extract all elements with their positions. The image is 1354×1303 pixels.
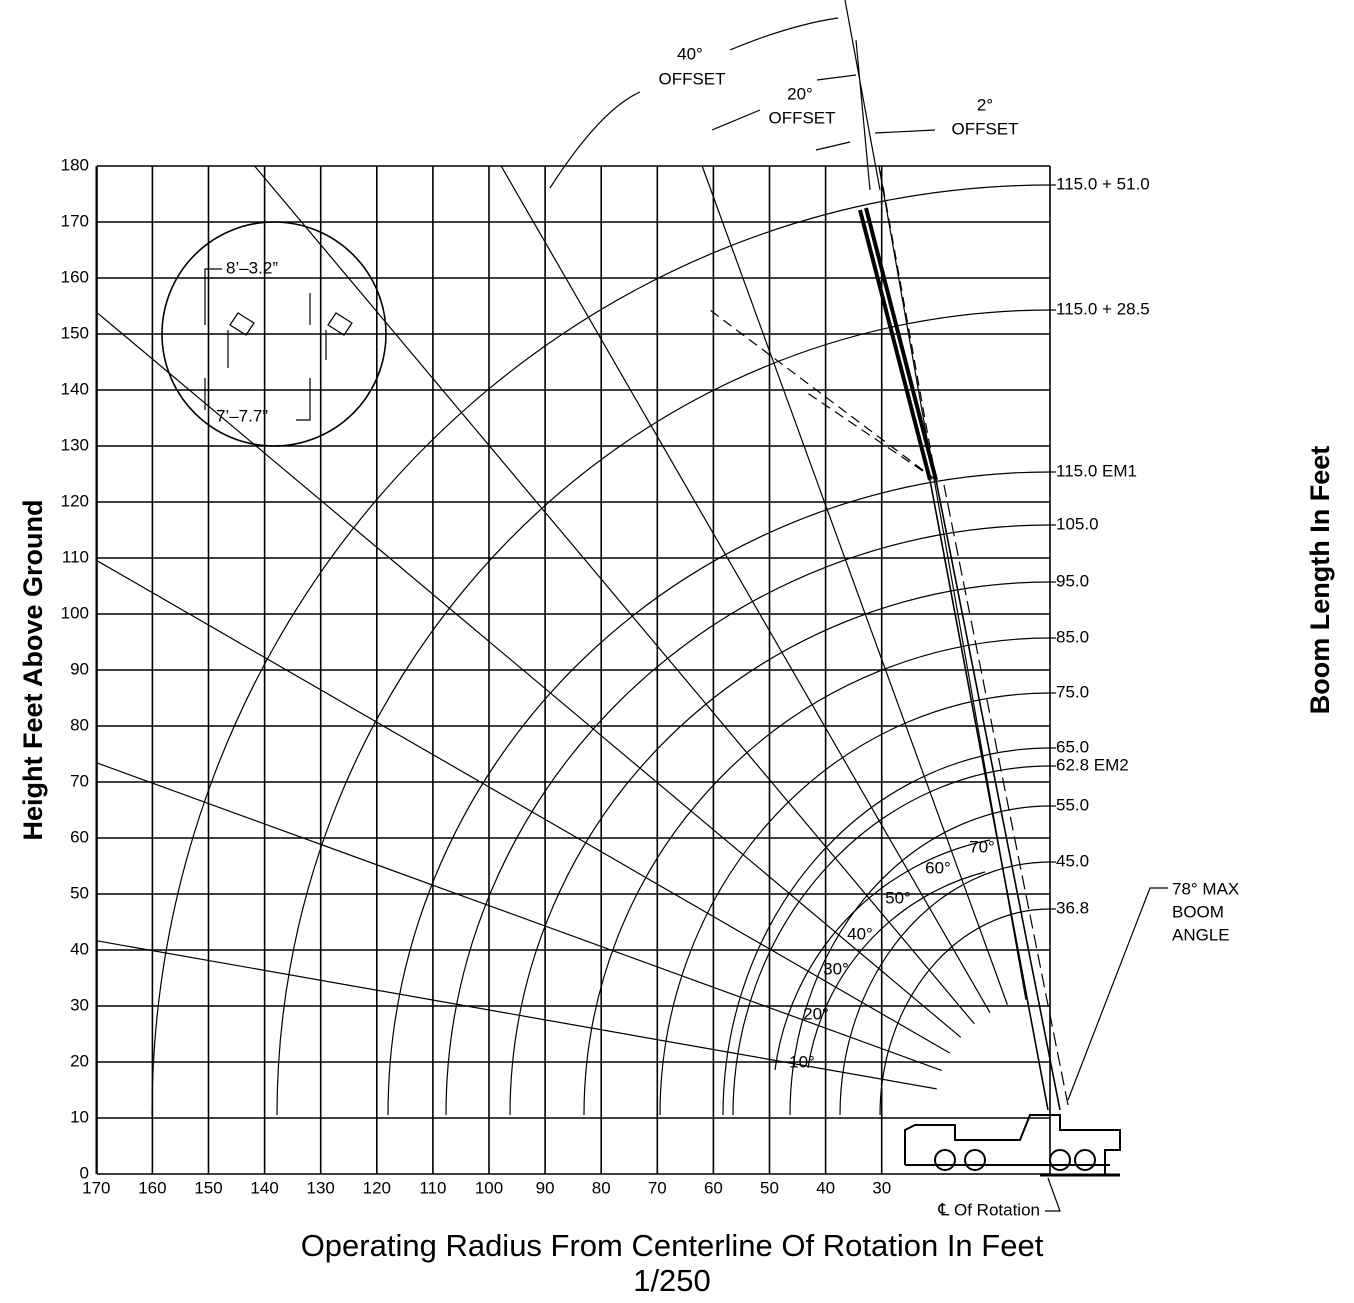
y-tick-label: 150 <box>61 323 89 342</box>
x-tick-label: 130 <box>307 1178 335 1197</box>
inset-drawing <box>204 268 353 421</box>
offset-arcs <box>549 0 936 191</box>
x-tick-label: 150 <box>194 1178 222 1197</box>
inset-top: 8’–3.2” <box>226 258 278 277</box>
boom-angle-label: 60° <box>925 858 951 877</box>
jib <box>858 207 938 481</box>
leader <box>1045 1177 1061 1212</box>
rotation-label: ℄ Of Rotation <box>937 1200 1040 1219</box>
boom-length-label: 105.0 <box>1056 514 1099 533</box>
x-tick-label: 40 <box>816 1178 835 1197</box>
y-tick-label: 110 <box>62 547 89 566</box>
x-tick-label: 60 <box>704 1178 723 1197</box>
y-tick-label: 180 <box>61 155 89 174</box>
y-tick-label: 120 <box>61 491 89 510</box>
y-tick-label: 130 <box>61 435 89 454</box>
x-tick-label: 140 <box>250 1178 278 1197</box>
y-tick-label: 30 <box>70 995 89 1014</box>
y-title: Height Feet Above Ground <box>18 499 48 840</box>
angle-line <box>701 165 1008 1005</box>
x-tick-label: 110 <box>419 1178 446 1197</box>
y-tick-label: 10 <box>70 1107 89 1126</box>
max-angle: 78° MAX <box>1172 879 1239 898</box>
boom-arc <box>387 471 1051 1116</box>
x-tick-label: 100 <box>475 1178 503 1197</box>
angle-line <box>96 940 937 1090</box>
x-tick-label: 120 <box>363 1178 391 1197</box>
boom-length-label: 85.0 <box>1056 627 1089 646</box>
y-tick-label: 140 <box>61 379 89 398</box>
inset-bottom: 7’–7.7” <box>216 406 268 425</box>
y-tick-label: 20 <box>70 1051 89 1070</box>
y-tick-label: 100 <box>61 603 89 622</box>
leader <box>1067 887 1168 1101</box>
angle-line <box>500 165 991 1014</box>
boom-length-label: 95.0 <box>1056 571 1089 590</box>
offset-jibs <box>709 169 937 481</box>
y-tick-label: 90 <box>70 659 89 678</box>
y-tick-label: 170 <box>61 211 89 230</box>
boom-length-label: 115.0 + 51.0 <box>1056 174 1150 193</box>
boom-arc <box>722 747 1051 1116</box>
offset-label: OFFSET <box>768 108 835 127</box>
boom-arc <box>509 581 1051 1116</box>
x-tick-label: 70 <box>648 1178 667 1197</box>
y-tick-label: 70 <box>70 771 89 790</box>
x-title: Operating Radius From Centerline Of Rota… <box>301 1228 1044 1263</box>
boom-arc <box>151 184 1051 1116</box>
angle-line <box>96 762 942 1071</box>
boom-length-label: 45.0 <box>1056 851 1089 870</box>
boom-length-label: 55.0 <box>1056 795 1089 814</box>
boom-length-label: 75.0 <box>1056 682 1089 701</box>
boom-length-label: 65.0 <box>1056 737 1089 756</box>
y-tick-label: 80 <box>70 715 89 734</box>
y-tick-label: 160 <box>61 267 89 286</box>
offset-label: OFFSET <box>951 119 1018 138</box>
y-tick-label: 60 <box>70 827 89 846</box>
boom-78 <box>943 484 1069 1106</box>
offset-angle: 20° <box>787 84 813 103</box>
scale: 1/250 <box>633 1263 711 1298</box>
boom-arc <box>879 908 1051 1116</box>
offset-angle: 2° <box>977 95 993 114</box>
y-tick-label: 50 <box>70 883 89 902</box>
boom-arc <box>659 692 1051 1116</box>
boom-angle-label: 30° <box>823 959 849 978</box>
angle-ring <box>774 839 991 1071</box>
offset-angle: 40° <box>677 44 703 63</box>
boom-length-label: 62.8 EM2 <box>1056 755 1129 774</box>
max-angle: BOOM <box>1172 902 1224 921</box>
boom-angle-label: 40° <box>847 924 873 943</box>
boom-angle-label: 20° <box>803 1004 829 1023</box>
max-angle: ANGLE <box>1172 925 1230 944</box>
crane-carrier <box>904 1114 1121 1177</box>
boom-length-label: 115.0 + 28.5 <box>1056 299 1150 318</box>
angle-line <box>96 312 962 1038</box>
boom-arc <box>445 524 1051 1116</box>
boom-angle-label: 50° <box>885 888 911 907</box>
angle-line <box>96 560 951 1054</box>
x-tick-label: 80 <box>592 1178 611 1197</box>
x-tick-label: 90 <box>536 1178 555 1197</box>
boom-length-label: 115.0 EM1 <box>1056 461 1137 480</box>
boom-length-label: 36.8 <box>1056 898 1089 917</box>
x-tick-label: 170 <box>82 1178 110 1197</box>
boom-arc <box>789 805 1051 1116</box>
y-tick-label: 0 <box>80 1163 89 1182</box>
right-title: Boom Length In Feet <box>1305 446 1335 714</box>
x-tick-label: 50 <box>760 1178 779 1197</box>
y-tick-label: 40 <box>70 939 89 958</box>
x-tick-label: 30 <box>872 1178 891 1197</box>
boom-arc <box>583 637 1051 1116</box>
angle-line <box>254 165 975 1025</box>
offset-label: OFFSET <box>658 69 725 88</box>
x-tick-label: 160 <box>138 1178 166 1197</box>
boom <box>929 479 1061 1111</box>
boom-angle-label: 70° <box>969 837 995 856</box>
inset <box>161 221 387 447</box>
